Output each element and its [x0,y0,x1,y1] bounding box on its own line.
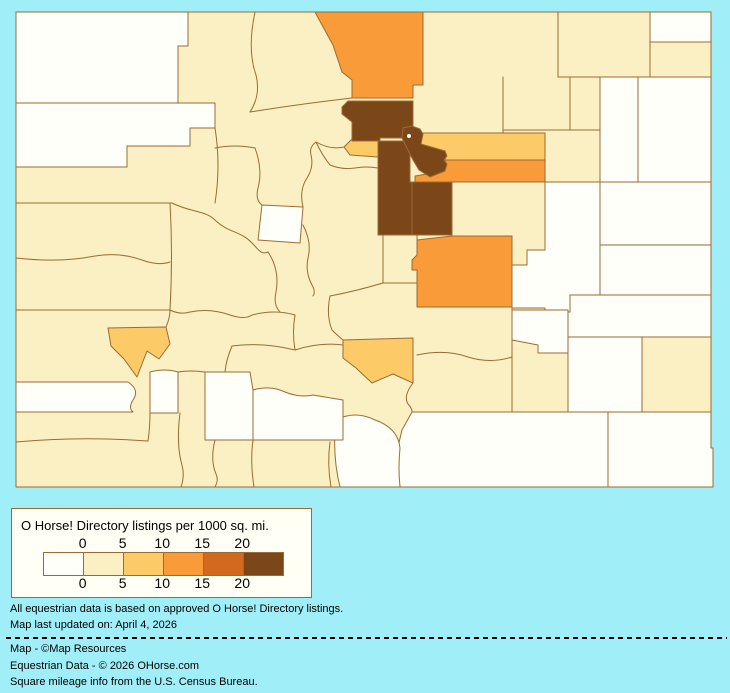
county-shape [511,309,569,354]
county-shape [411,181,453,236]
legend-swatch-level3 [163,552,204,576]
legend-tick-label: 0 [78,535,87,551]
footer-data-credit: Equestrian Data - © 2026 OHorse.com [10,660,200,672]
county-shape [15,11,189,104]
county-shape [649,11,712,43]
colorado-county-map [15,11,714,488]
county-shape [411,235,513,308]
county-shape [599,76,639,183]
legend-tick-label: 5 [118,575,127,591]
footer-census-credit: Square mileage info from the U.S. Census… [10,676,258,688]
county-shape [395,411,609,488]
legend-swatch-level1 [83,552,124,576]
legend-swatch-level4 [203,552,244,576]
legend-panel: O Horse! Directory listings per 1000 sq.… [11,508,312,598]
legend-swatch-level0 [43,552,84,576]
county-shape [149,369,179,414]
gold-counties-layer [107,132,546,384]
legend-swatch-level5 [243,552,284,576]
county-shape [637,76,712,183]
county-shape [204,371,254,441]
white-counties-layer [15,11,714,488]
county-shape [15,102,216,168]
legend-title: O Horse! Directory listings per 1000 sq.… [21,518,269,533]
legend-tick-label: 5 [118,535,127,551]
county-shape [377,140,413,236]
legend-tick-label: 0 [78,575,87,591]
legend-color-scale [43,552,284,576]
legend-swatch-level2 [123,552,164,576]
orange-counties-layer [314,11,546,308]
county-border-lines [15,11,712,488]
county-shape [599,244,712,296]
county-shape [401,125,448,178]
county-shape [252,387,344,441]
county-shape [343,138,379,158]
legend-tick-label: 20 [234,575,251,591]
county-shape [342,337,414,384]
legend-tick-label: 10 [154,575,171,591]
county-shape [341,100,414,142]
dashed-divider [6,637,727,639]
county-shape [334,414,401,488]
brown-counties-layer [341,100,453,236]
legend-tick-label: 15 [194,535,211,551]
county-shape [257,204,304,244]
city-dot [407,134,411,138]
footer-map-credit: Map - ©Map Resources [10,643,127,655]
legend-tick-label: 20 [234,535,251,551]
county-shape [314,11,424,99]
county-shape [544,294,712,338]
legend-tick-label: 10 [154,535,171,551]
county-shape [599,181,712,246]
legend-tick-row-bottom: 0 5 10 15 20 [12,575,311,591]
county-shape [15,381,137,413]
footer-data-note: All equestrian data is based on approved… [10,603,344,615]
footer-updated-note: Map last updated on: April 4, 2026 [10,619,177,631]
county-shape [607,411,714,488]
legend-tick-row-top: 0 5 10 15 20 [12,535,311,551]
county-shape [567,336,643,413]
county-shape [107,326,171,378]
legend-tick-label: 15 [194,575,211,591]
